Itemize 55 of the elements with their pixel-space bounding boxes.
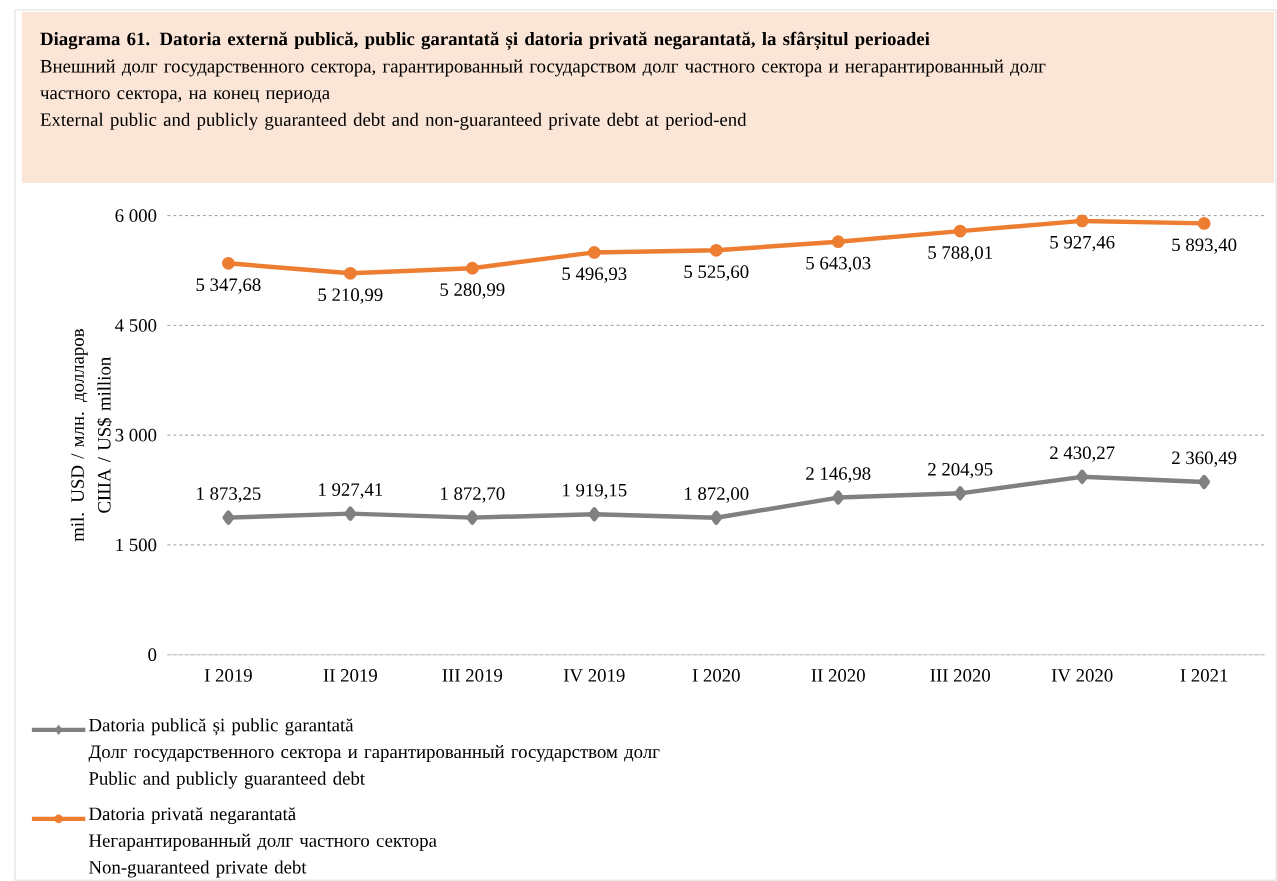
legend-label: Datoria publică și public garantată Долг государственного сектора и гарантированный государством долг Public and publicly guaranteed debt (88, 718, 660, 789)
data-label: 2 204,95 (928, 462, 993, 479)
point (709, 243, 723, 257)
data-label: 1 873,25 (197, 487, 261, 503)
point (222, 510, 235, 525)
data-label: 2 146,98 (806, 467, 871, 483)
point (954, 486, 967, 501)
y-tick-label: 3 000 (115, 428, 157, 442)
chart-title: Diagrama 61. Datoria externă publică, public garantată și datoria privată negarantată, la sfârșitul perioadei (40, 31, 930, 50)
y-tick-label: 1 500 (116, 538, 157, 552)
point (1198, 474, 1211, 490)
point (343, 266, 357, 280)
x-tick-label: II 2019 (323, 668, 377, 682)
point (221, 256, 235, 270)
point (587, 245, 601, 259)
y-tick-label: 4 500 (115, 318, 157, 332)
x-tick-label: IV 2020 (1051, 668, 1113, 682)
x-tick-label: I 2019 (204, 668, 252, 682)
point (1076, 469, 1089, 484)
x-tick-label: I 2021 (1180, 668, 1228, 682)
data-label: 5 525,60 (684, 265, 749, 281)
data-label: 5 210,99 (318, 288, 383, 304)
data-label: 5 496,93 (562, 267, 627, 283)
x-tick-label: III 2020 (930, 668, 991, 682)
data-label: 5 280,99 (440, 283, 505, 299)
point (466, 510, 479, 525)
point (588, 506, 601, 522)
data-label: 1 872,00 (685, 487, 749, 503)
data-label: 1 927,41 (319, 483, 383, 499)
chart-subtitle: Внешний долг государственного сектора, гарантированный государством долг частного сектора и негарантированный долг частного сектора, на конец периода External public and publicly guaranteed debt and non-guaranteed private debt at period-end (40, 59, 1046, 130)
data-label: 5 788,01 (928, 246, 992, 262)
x-tick-label: I 2020 (692, 668, 740, 682)
point (1197, 216, 1211, 230)
data-label: 1 919,15 (563, 483, 627, 500)
point (465, 261, 479, 275)
data-label: 5 927,46 (1050, 235, 1115, 252)
point (344, 506, 357, 521)
y-tick-label: 0 (148, 648, 157, 661)
data-label: 1 872,70 (441, 487, 505, 503)
point (831, 235, 845, 249)
data-label: 5 893,40 (1172, 238, 1237, 254)
x-tick-label: III 2019 (442, 668, 503, 682)
point (832, 490, 845, 505)
x-tick-label: II 2020 (811, 668, 865, 682)
legend-label: Datoria privată negarantată Негарантированный долг частного сектора Non-guaranteed private debt (89, 807, 437, 878)
point (1075, 214, 1089, 228)
point (953, 224, 967, 238)
y-tick-label: 6 000 (115, 209, 157, 222)
data-label: 2 430,27 (1050, 446, 1115, 462)
data-label: 5 347,68 (196, 278, 261, 294)
data-label: 2 360,49 (1172, 451, 1237, 467)
point (710, 510, 723, 525)
x-tick-label: IV 2019 (563, 668, 625, 682)
data-label: 5 643,03 (806, 256, 871, 273)
y-axis-title: mil. USD / млн. долларов США / US$ million (70, 329, 112, 542)
